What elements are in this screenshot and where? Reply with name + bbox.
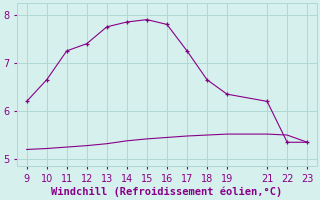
X-axis label: Windchill (Refroidissement éolien,°C): Windchill (Refroidissement éolien,°C) (51, 187, 283, 197)
